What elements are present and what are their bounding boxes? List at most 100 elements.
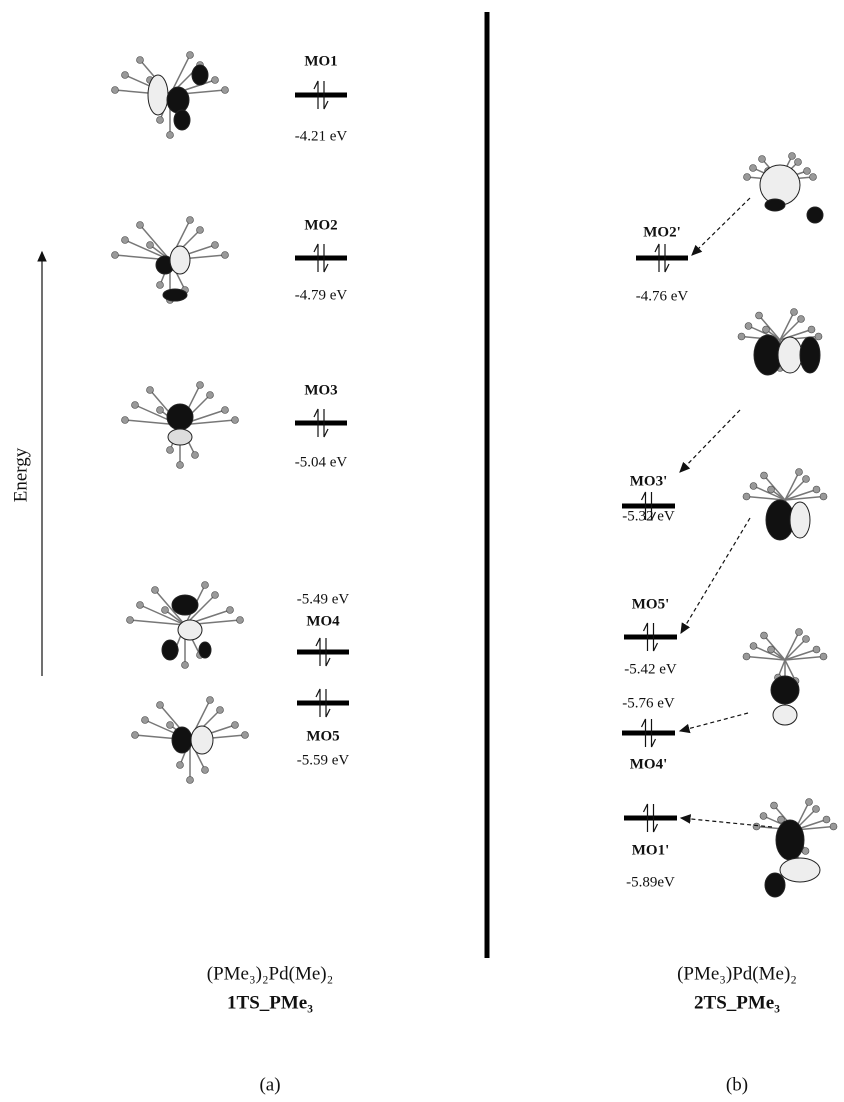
- atom: [137, 602, 144, 609]
- atom: [127, 617, 134, 624]
- orbital-label: MO4': [630, 756, 668, 772]
- atom: [192, 452, 199, 459]
- atom: [187, 777, 194, 784]
- connector: [681, 518, 750, 633]
- atom: [147, 387, 154, 394]
- atom: [810, 174, 817, 181]
- atom: [227, 607, 234, 614]
- atom: [744, 174, 751, 181]
- atom: [157, 702, 164, 709]
- orbital-lobe: [170, 246, 190, 274]
- atom: [232, 722, 239, 729]
- atom: [157, 407, 164, 414]
- structure-name: 2TS_PMe₃: [694, 992, 780, 1013]
- atom: [753, 823, 760, 830]
- orbital-lobe: [765, 199, 785, 211]
- atom: [197, 227, 204, 234]
- orbital-lobe: [148, 75, 168, 115]
- atom: [212, 592, 219, 599]
- atom: [771, 802, 778, 809]
- atom: [763, 326, 770, 333]
- atom: [830, 823, 837, 830]
- atom: [222, 407, 229, 414]
- page: {"axis_label": "Energy", "panel_a": {"le…: [0, 0, 844, 1102]
- atom: [157, 117, 164, 124]
- atom: [137, 57, 144, 64]
- orbital-energy: -5.59 eV: [297, 752, 350, 768]
- orbital-energy: -5.89eV: [626, 874, 675, 890]
- orbital-lobe: [773, 705, 797, 725]
- atom: [112, 87, 119, 94]
- bond: [140, 225, 170, 260]
- atom: [796, 469, 803, 476]
- atom: [122, 72, 129, 79]
- atom: [750, 643, 757, 650]
- atom: [813, 806, 820, 813]
- orbital-energy: -5.76 eV: [622, 695, 675, 711]
- orbital-lobe: [162, 640, 178, 660]
- orbital-label: MO3': [630, 473, 668, 489]
- mo-diagram: Energy (PMe₃)₂Pd(Me)₂ 1TS_PMe₃ (a) (PMe₃…: [0, 0, 844, 1102]
- orbital-energy: -4.76 eV: [636, 288, 689, 304]
- orbital-label: MO2': [643, 224, 681, 240]
- orbital-lobe: [163, 289, 187, 301]
- atom: [137, 222, 144, 229]
- atom: [743, 653, 750, 660]
- atom: [177, 762, 184, 769]
- atom: [804, 168, 811, 175]
- orbital-label: MO5': [632, 596, 670, 612]
- structure-name: 1TS_PMe₃: [227, 992, 313, 1013]
- atom: [207, 697, 214, 704]
- orbital-lobe: [172, 727, 192, 753]
- atom: [759, 156, 766, 163]
- orbital-lobe: [199, 642, 211, 658]
- orbital-label: MO2: [304, 217, 337, 233]
- atom: [217, 707, 224, 714]
- orbital-lobe: [778, 337, 802, 373]
- caption: (a): [259, 1074, 280, 1095]
- orbital-lobe: [776, 820, 804, 860]
- atom: [761, 472, 768, 479]
- atom: [202, 582, 209, 589]
- atom: [222, 87, 229, 94]
- orbital-label: MO5: [306, 728, 339, 744]
- bond: [764, 476, 785, 501]
- atom: [232, 417, 239, 424]
- orbital-lobe: [191, 726, 213, 754]
- atom: [820, 653, 827, 660]
- atom: [162, 607, 169, 614]
- orbital-lobe: [192, 65, 208, 85]
- atom: [813, 646, 820, 653]
- atom: [177, 462, 184, 469]
- atom: [743, 493, 750, 500]
- atom: [132, 732, 139, 739]
- atom: [207, 392, 214, 399]
- orbital-lobe: [800, 337, 820, 373]
- atom: [167, 447, 174, 454]
- atom: [197, 382, 204, 389]
- atom: [212, 77, 219, 84]
- atom: [803, 476, 810, 483]
- atom: [122, 237, 129, 244]
- atom: [815, 333, 822, 340]
- orbital-lobe: [765, 873, 785, 897]
- atom: [132, 402, 139, 409]
- orbital-lobe: [167, 404, 193, 430]
- orbital-lobe: [172, 595, 198, 615]
- atom: [212, 242, 219, 249]
- atom: [242, 732, 249, 739]
- atom: [745, 323, 752, 330]
- atom: [167, 132, 174, 139]
- orbital-label: MO1: [304, 53, 337, 69]
- orbital-label: MO1': [632, 842, 670, 858]
- atom: [796, 629, 803, 636]
- atom: [808, 326, 815, 333]
- atom: [798, 316, 805, 323]
- formula: (PMe₃)₂Pd(Me)₂: [207, 963, 333, 984]
- orbital-lobe: [178, 620, 202, 640]
- orbital-energy: -5.04 eV: [295, 454, 348, 470]
- connector: [680, 713, 748, 731]
- atom: [761, 632, 768, 639]
- atom: [222, 252, 229, 259]
- orbital-energy: -5.32 eV: [622, 508, 675, 524]
